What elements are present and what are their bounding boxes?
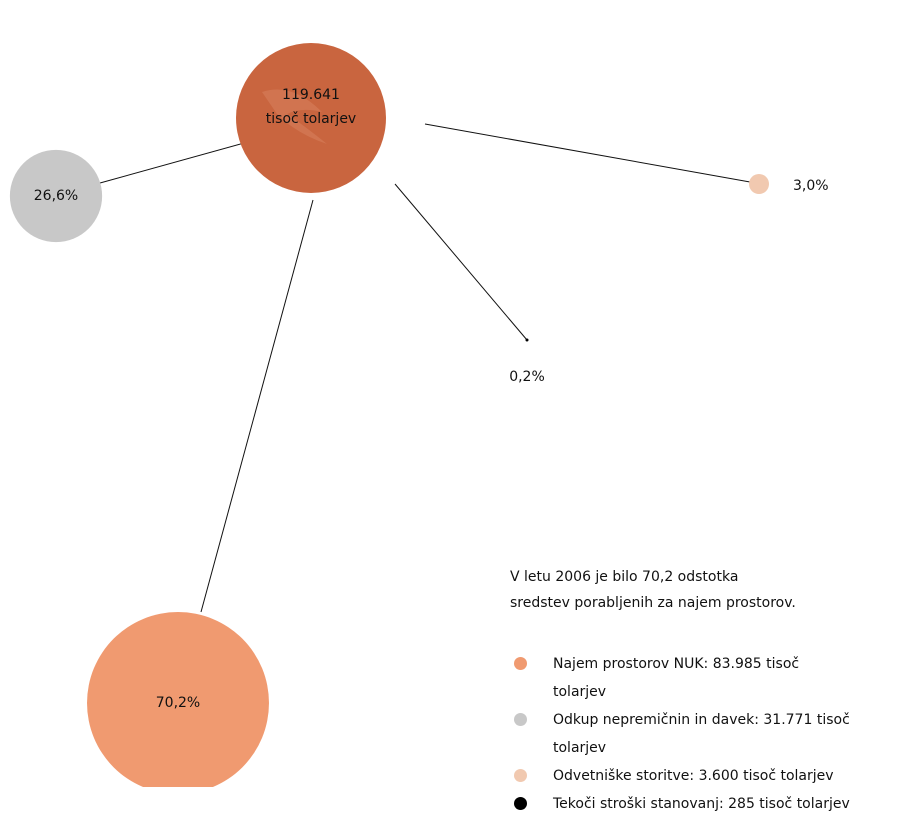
bubble xyxy=(748,173,770,195)
legend-label: Odkup nepremičnin in davek: 31.771 tisoč… xyxy=(553,712,850,756)
legend-item: Najem prostorov NUK: 83.985 tisoč tolarj… xyxy=(510,650,853,706)
value-label: 0,2% xyxy=(509,369,545,385)
legend: Najem prostorov NUK: 83.985 tisoč tolarj… xyxy=(510,650,902,818)
bubble xyxy=(9,149,103,243)
legend-swatch xyxy=(514,713,527,726)
connector xyxy=(99,139,256,184)
legend-item: Odvetniške storitve: 3.600 tisoč tolarje… xyxy=(510,762,853,790)
connector xyxy=(424,123,751,183)
legend-swatch xyxy=(514,797,527,810)
total-value: 119.641 xyxy=(282,87,340,103)
legend-label: Najem prostorov NUK: 83.985 tisoč tolarj… xyxy=(553,656,800,700)
legend-swatch xyxy=(514,769,527,782)
total-unit: tisoč tolarjev xyxy=(266,111,356,127)
bubble xyxy=(87,612,269,787)
connector xyxy=(200,199,314,613)
legend-label: Tekoči stroški stanovanj: 285 tisoč tola… xyxy=(553,796,850,812)
legend-item: Tekoči stroški stanovanj: 285 tisoč tola… xyxy=(510,790,853,818)
connector xyxy=(394,183,528,341)
bubble xyxy=(525,338,529,342)
chart: 119.641 tisoč tolarjev V letu 2006 je bi… xyxy=(9,43,829,787)
annotation: sredstev porabljenih za najem prostorov. xyxy=(510,595,796,611)
total-bubble xyxy=(236,43,386,193)
swallow-emboss xyxy=(262,89,327,144)
value-label: 26,6% xyxy=(34,188,78,204)
legend-swatch xyxy=(514,657,527,670)
annotation: V letu 2006 je bilo 70,2 odstotka xyxy=(510,569,738,585)
page: {"chart_data": { "type": "bubble", "cent… xyxy=(9,43,850,812)
value-label: 3,0% xyxy=(793,178,829,194)
legend-item: Odkup nepremičnin in davek: 31.771 tisoč… xyxy=(510,706,853,762)
value-label: 70,2% xyxy=(156,695,200,711)
legend-label: Odvetniške storitve: 3.600 tisoč tolarje… xyxy=(553,768,834,784)
